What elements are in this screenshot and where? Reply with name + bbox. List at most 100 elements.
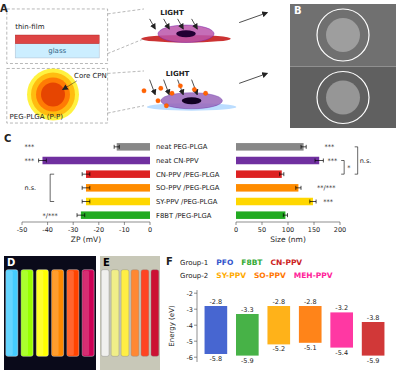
panel-label: D <box>7 257 15 268</box>
cpn-sphere <box>31 73 75 117</box>
y-tick <box>194 293 197 294</box>
x-axis <box>22 222 150 223</box>
y-axis <box>197 290 198 362</box>
vial-glow <box>7 271 13 355</box>
light-arrow <box>192 80 198 95</box>
material-label: F8BT <box>241 258 263 267</box>
bar-chart: 050100150200Size (nm)******/******n.s.**… <box>234 143 371 244</box>
category-label: SY-PPV /PEG-PLGA <box>156 198 218 206</box>
error-cap <box>77 213 78 217</box>
data-label: -5.2 <box>272 345 285 353</box>
error-cap <box>295 186 296 190</box>
error-cap <box>82 186 83 190</box>
x-tick-label: 0 <box>234 226 238 234</box>
annotation: n.s. <box>25 184 37 192</box>
nanoparticle <box>178 84 182 88</box>
image-background <box>100 256 160 370</box>
x-tick-label: 0 <box>148 226 152 234</box>
category-label: neat PEG-PLGA <box>156 143 208 151</box>
patch-clamp-arrow <box>239 13 267 23</box>
bracket <box>341 161 344 175</box>
error-cap <box>283 213 284 217</box>
annotation: */*** <box>43 212 59 220</box>
patch-clamp-arrow <box>239 73 267 83</box>
bar <box>236 170 282 178</box>
error-line <box>283 215 287 216</box>
thin-film-layer <box>15 35 99 44</box>
x-tick-label: -30 <box>68 226 79 234</box>
error-bar <box>280 172 284 176</box>
light-arrow <box>164 19 170 29</box>
vial <box>151 270 159 357</box>
error-bar <box>310 200 316 204</box>
x-tick-label: 50 <box>258 226 266 234</box>
error-bar <box>77 213 85 217</box>
error-cap <box>306 145 307 149</box>
plot-area <box>236 143 323 219</box>
category-label: F8BT /PEG-PLGA <box>156 212 212 220</box>
pointer-arrow <box>63 81 77 90</box>
panel-label: E <box>103 257 110 268</box>
error-cap <box>46 159 47 163</box>
bar <box>86 170 150 178</box>
panel-e: E <box>100 256 160 370</box>
annotation: *** <box>25 157 35 165</box>
cell-outline <box>317 72 369 124</box>
cell <box>161 93 223 109</box>
error-bar <box>114 145 119 149</box>
vial <box>82 270 94 357</box>
error-bar <box>315 159 323 163</box>
error-cap <box>309 200 310 204</box>
error-cap <box>82 200 83 204</box>
y-axis-label: Energy (eV) <box>168 305 176 347</box>
error-bar <box>82 200 90 204</box>
x-tick <box>288 222 289 225</box>
y-tick <box>194 325 197 326</box>
light-arrow <box>150 80 156 95</box>
x-tick-label: -50 <box>17 226 28 234</box>
error-line <box>39 160 47 161</box>
cell-outline <box>317 9 369 61</box>
panel-label: C <box>4 133 11 144</box>
y-tick-label: -5 <box>187 338 193 346</box>
material-label: SY-PPV <box>216 271 246 280</box>
bar <box>86 184 150 192</box>
error-cap <box>89 172 90 176</box>
group-label: Group-1 <box>180 259 208 267</box>
vial <box>111 270 119 357</box>
nanoparticle <box>156 99 160 103</box>
annotation: thin-film <box>15 23 44 31</box>
error-cap <box>283 172 284 176</box>
error-cap <box>301 145 302 149</box>
error-line <box>77 215 85 216</box>
image-background <box>4 256 96 370</box>
vial <box>101 270 109 357</box>
error-line <box>315 160 323 161</box>
panel-label: F <box>166 256 173 267</box>
energy-bar <box>299 306 322 343</box>
bracket <box>355 147 358 174</box>
inset-box <box>7 68 108 123</box>
bracket <box>50 174 54 201</box>
bar <box>236 184 298 192</box>
y-tick <box>194 341 197 342</box>
expansion-line <box>108 9 144 14</box>
expansion-line <box>108 39 144 54</box>
annotation: **/*** <box>317 184 336 192</box>
energy-bar <box>362 322 385 356</box>
cpn-sphere <box>41 83 65 107</box>
vial <box>141 270 149 357</box>
error-cap <box>82 172 83 176</box>
panel-d: D <box>4 256 96 370</box>
bar-chart: -50-40-30-20-100ZP (mV)******n.s.*/*** <box>17 143 152 244</box>
expansion-line <box>108 71 144 73</box>
x-axis-label: ZP (mV) <box>71 235 101 244</box>
data-label: -5.1 <box>304 344 317 352</box>
annotation: LIGHT <box>166 70 190 78</box>
vial <box>67 270 79 357</box>
error-bar <box>82 172 90 176</box>
panel-a: thin-filmglassLIGHTCore CPNPEG-PLGA (P-P… <box>0 3 267 123</box>
error-cap <box>316 200 317 204</box>
energy-bar <box>205 306 228 354</box>
x-tick-label: 100 <box>282 226 294 234</box>
